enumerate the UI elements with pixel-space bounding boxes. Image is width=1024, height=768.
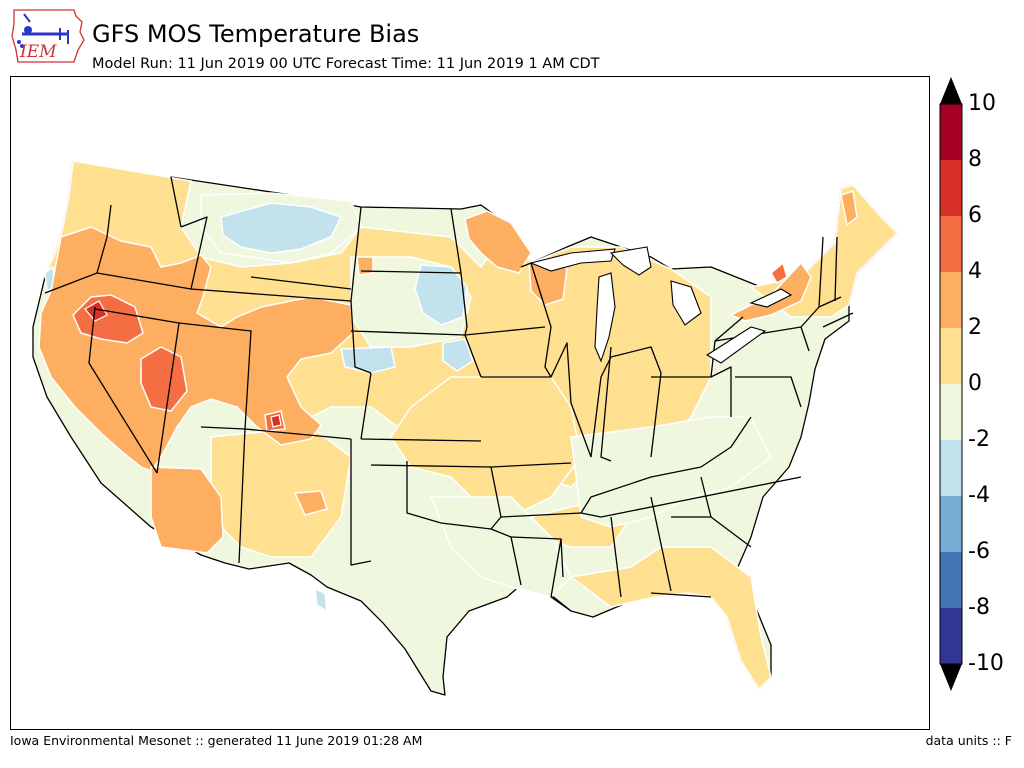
iem-logo: IEM — [8, 6, 88, 68]
colorbar-tick-label: 2 — [968, 315, 982, 340]
map-panel — [10, 76, 930, 730]
colorbar-over-arrow — [940, 77, 962, 104]
map-subtitle: Model Run: 11 Jun 2019 00 UTC Forecast T… — [92, 56, 600, 72]
colorbar-swatch — [940, 440, 962, 497]
footer-units: data units :: F — [925, 733, 1012, 748]
colorbar-tick-label: -6 — [968, 539, 990, 564]
state-boundaries — [44, 176, 854, 612]
colorbar-tick-label: -2 — [968, 427, 990, 452]
colorbar — [939, 77, 963, 691]
map-title: GFS MOS Temperature Bias — [92, 20, 420, 48]
colorbar-swatch — [940, 552, 962, 609]
colorbar-swatch — [940, 328, 962, 385]
colorbar-swatch — [940, 160, 962, 217]
colorbar-swatch — [940, 384, 962, 441]
colorbar-tick-label: -8 — [968, 595, 990, 620]
colorbar-tick-label: -10 — [968, 651, 1004, 676]
colorbar-tick-label: 8 — [968, 147, 982, 172]
colorbar-tick-label: -4 — [968, 483, 990, 508]
colorbar-swatch — [940, 272, 962, 329]
colorbar-tick-label: 4 — [968, 259, 982, 284]
colorbar-tick-label: 10 — [968, 91, 996, 116]
colorbar-swatch — [940, 216, 962, 273]
footer-credit: Iowa Environmental Mesonet :: generated … — [10, 733, 423, 748]
bias-map — [32, 160, 899, 696]
colorbar-tick-label: 6 — [968, 203, 982, 228]
great-lakes — [529, 246, 793, 364]
colorbar-swatch — [940, 608, 962, 665]
colorbar-swatch — [940, 104, 962, 161]
bias-6-to-8-regions — [84, 300, 282, 428]
colorbar-under-arrow — [940, 664, 962, 691]
colorbar-swatch — [940, 496, 962, 553]
colorbar-tick-label: 0 — [968, 371, 982, 396]
logo-text: IEM — [19, 42, 57, 62]
